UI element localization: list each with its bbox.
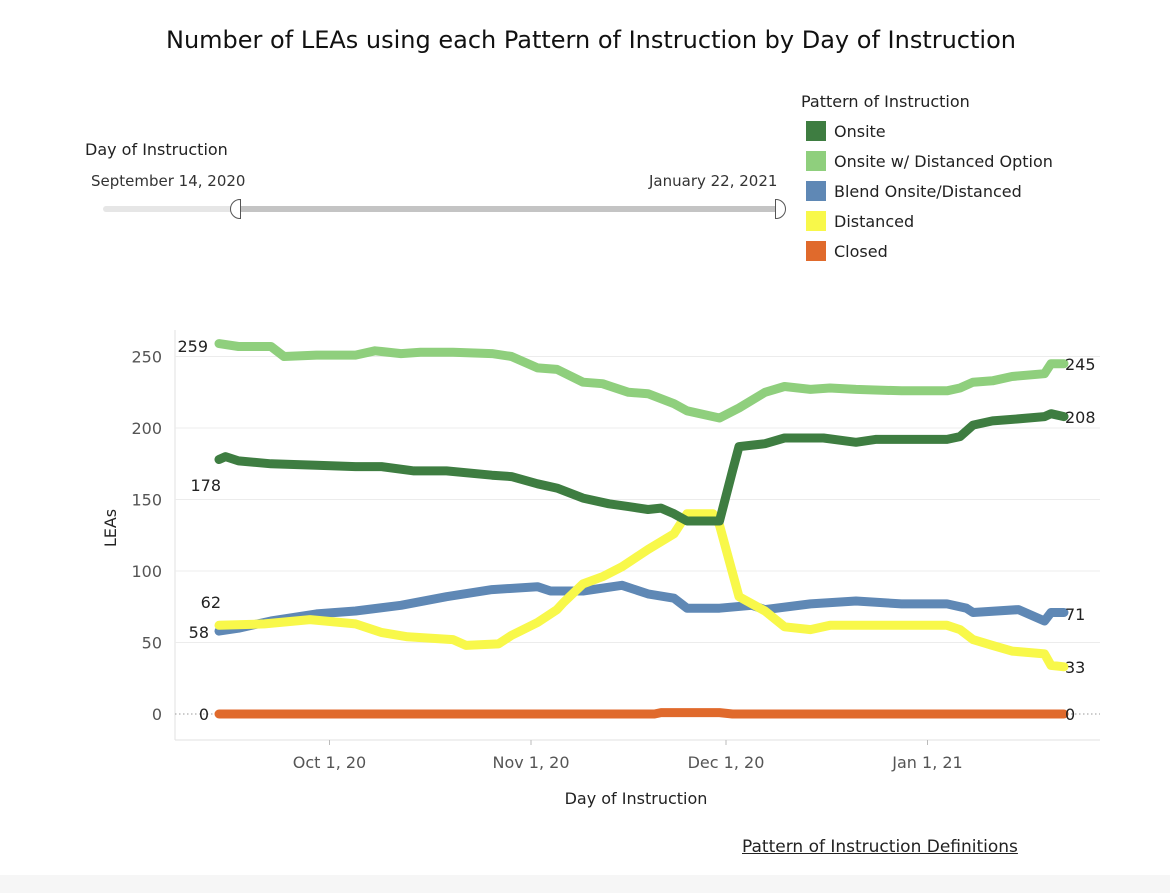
legend-label-onsite: Onsite — [834, 121, 886, 141]
end-value-label-closed: 0 — [1065, 705, 1075, 724]
end-value-label-onsite-w-distanced-option: 245 — [1065, 355, 1096, 374]
legend-label-distanced: Distanced — [834, 211, 915, 231]
legend-label-blend: Blend Onsite/Distanced — [834, 181, 1022, 201]
legend-item-distanced[interactable]: Distanced — [806, 210, 914, 232]
bottom-toolbar-strip — [0, 875, 1170, 893]
series-line-blend-onsite-distanced — [214, 580, 1069, 636]
legend-item-onsite[interactable]: Onsite — [806, 120, 886, 142]
legend-title: Pattern of Instruction — [801, 92, 970, 111]
chart-title: Number of LEAs using each Pattern of Ins… — [166, 26, 1016, 54]
x-tick-label: Jan 1, 21 — [891, 753, 962, 772]
legend-label-onsite-distanced-option: Onsite w/ Distanced Option — [834, 151, 1053, 171]
series-line-distanced — [214, 509, 1069, 672]
date-slider-selected-range[interactable] — [236, 206, 780, 212]
series-line-onsite — [214, 409, 1069, 526]
date-filter-label: Day of Instruction — [85, 140, 228, 159]
end-value-label-distanced: 33 — [1065, 658, 1085, 677]
y-tick-label: 0 — [152, 705, 162, 724]
start-value-label-distanced: 62 — [201, 593, 221, 612]
y-tick-label: 250 — [131, 348, 162, 367]
legend-swatch-distanced — [806, 211, 826, 231]
y-axis-title: LEAs — [101, 509, 120, 547]
y-tick-label: 100 — [131, 562, 162, 581]
series-line-onsite-w-distanced-option — [214, 339, 1069, 423]
end-value-label-onsite: 208 — [1065, 408, 1096, 427]
legend-swatch-onsite-distanced-option — [806, 151, 826, 171]
legend-item-closed[interactable]: Closed — [806, 240, 888, 262]
x-axis-title: Day of Instruction — [565, 789, 708, 808]
start-value-label-closed: 0 — [199, 705, 209, 724]
date-slider-end-label: January 22, 2021 — [649, 172, 778, 190]
legend-swatch-blend — [806, 181, 826, 201]
date-slider-start-label: September 14, 2020 — [91, 172, 246, 190]
start-value-label-onsite-w-distanced-option: 259 — [177, 337, 208, 356]
x-tick-label: Nov 1, 20 — [492, 753, 569, 772]
legend-swatch-closed — [806, 241, 826, 261]
x-tick-label: Oct 1, 20 — [293, 753, 366, 772]
legend-item-onsite-distanced-option[interactable]: Onsite w/ Distanced Option — [806, 150, 1053, 172]
y-tick-label: 50 — [142, 634, 162, 653]
x-tick-label: Dec 1, 20 — [688, 753, 765, 772]
legend-label-closed: Closed — [834, 241, 888, 261]
y-tick-label: 150 — [131, 491, 162, 510]
series-line-closed — [214, 708, 1069, 719]
pattern-definitions-link[interactable]: Pattern of Instruction Definitions — [742, 837, 1018, 857]
y-tick-label: 200 — [131, 419, 162, 438]
legend-swatch-onsite — [806, 121, 826, 141]
legend-item-blend[interactable]: Blend Onsite/Distanced — [806, 180, 1022, 202]
start-value-label-onsite: 178 — [190, 476, 221, 495]
start-value-label-blend-onsite-distanced: 58 — [189, 623, 209, 642]
end-value-label-blend-onsite-distanced: 71 — [1065, 605, 1085, 624]
